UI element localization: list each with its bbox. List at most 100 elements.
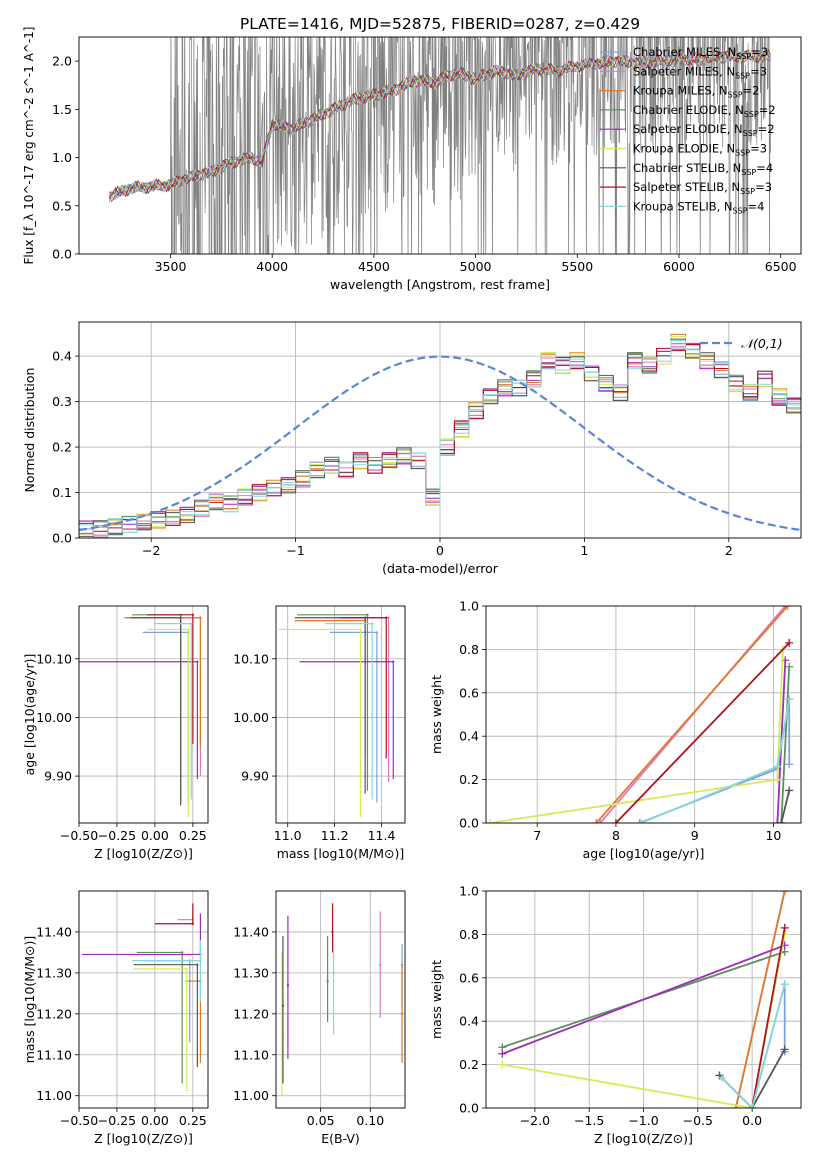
legend-label: Chabrier MILES, NSSP=3: [633, 45, 768, 61]
mass_vs_Z-frame: [78, 890, 209, 1109]
age_vs_Z-plot: −0.50 −0.25 0.00 0.25 9.90 10.00 10.10 Z [log10…: [22, 605, 209, 861]
y-tick-label: 0.4: [459, 1014, 479, 1029]
legend-label: Chabrier STELIB, NSSP=4: [633, 161, 773, 177]
y-axis-label: mass weight: [429, 675, 444, 754]
spectrum-frame: [78, 36, 802, 255]
weight-marker: [785, 662, 794, 671]
x-tick-label: 0: [436, 543, 444, 558]
weight-line: [734, 891, 786, 1108]
legend-label: 𝒩(0,1): [741, 336, 783, 351]
y-tick-label: 9.90: [241, 769, 269, 784]
y-tick-label: 11.20: [233, 1006, 269, 1021]
data-point: [191, 922, 195, 925]
x-axis-label: Z [log10(Z/Z⊙)]: [94, 1131, 193, 1146]
x-tick-label: −0.50: [60, 1113, 98, 1128]
age_vs_Z-marks: [79, 613, 202, 818]
data-point: [179, 616, 182, 619]
weight-line: [751, 927, 786, 1108]
y-tick-label: 0.8: [459, 642, 479, 657]
y-tick-label: 0.6: [459, 685, 479, 700]
y-tick-label: 2.0: [52, 54, 72, 69]
y-tick-label: 11.10: [233, 1047, 269, 1062]
legend-label: Kroupa STELIB, NSSP=4: [633, 199, 764, 215]
x-tick-label: 11.4: [368, 828, 396, 843]
weight-marker: [498, 1049, 507, 1058]
weight-line: [615, 642, 790, 823]
x-axis-label: Z [log10(Z/Z⊙)]: [594, 1131, 693, 1146]
data-point: [181, 951, 184, 954]
y-tick-label: 11.10: [36, 1047, 72, 1062]
residuals-frame: [78, 321, 802, 539]
y-tick-label: 0.5: [52, 198, 72, 213]
x-tick-label: 8: [612, 828, 620, 843]
weight-marker: [717, 1073, 726, 1082]
residuals-plot: −2 −1 0 1 2 0.0 0.1 0.2 0.3 0.4 (data-model)/error…: [22, 321, 802, 576]
legend-label: Kroupa MILES, NSSP=2: [633, 84, 759, 100]
age_vs_mass-marks: [278, 613, 395, 818]
y-tick-label: 0.6: [459, 970, 479, 985]
residual-histogram: [79, 340, 801, 537]
weight-line: [639, 699, 791, 823]
x-axis-label: E(B-V): [321, 1131, 360, 1146]
weight-marker: [777, 819, 786, 823]
x-tick-label: −2.0: [520, 1113, 550, 1128]
x-tick-label: 1: [580, 543, 588, 558]
y-tick-label: 1.0: [459, 884, 479, 899]
mass_vs_Z-plot: −0.50 −0.25 0.00 0.25 11.00 11.10 11.20 11.30 11…: [22, 890, 209, 1146]
page-title: PLATE=1416, MJD=52875, FIBERID=0287, z=0…: [240, 15, 640, 33]
x-tick-label: 7: [533, 828, 541, 843]
weight-marker: [596, 819, 605, 823]
age_vs_mass-frame: [275, 605, 406, 824]
x-tick-label: 0.00: [141, 828, 169, 843]
y-tick-label: 11.00: [233, 1088, 269, 1103]
data-point: [196, 963, 199, 966]
weight-marker: [773, 775, 782, 784]
x-axis-label: age [log10(age/yr)]: [583, 846, 705, 861]
y-tick-label: 1.0: [459, 599, 479, 614]
age_vs_Z-frame: [78, 605, 209, 824]
weight_vs_age-plot: 7 8 9 10 0.0 0.2 0.4 0.6 0.8 1.0 age [log10(age/yr…: [429, 599, 802, 861]
y-tick-label: 11.20: [36, 1006, 72, 1021]
weight-marker: [780, 891, 789, 895]
data-point: [375, 631, 379, 634]
weight-line: [721, 984, 786, 1108]
residual-histogram: [79, 344, 801, 538]
weight-marker: [592, 819, 601, 823]
residual-histogram: [79, 338, 801, 537]
weight_vs_age-marks: [486, 606, 794, 823]
weight-line: [640, 699, 791, 823]
y-tick-label: 10.00: [233, 710, 269, 725]
spectrum-model-line: [109, 50, 771, 199]
weight-marker: [486, 819, 494, 823]
weight_vs_Z-marks: [498, 891, 789, 1108]
mass_vs_ebv-frame: [275, 890, 406, 1109]
data-point: [366, 613, 369, 616]
legend-label: Kroupa ELODIE, NSSP=3: [633, 142, 767, 158]
data-point: [370, 622, 374, 625]
x-tick-label: −2: [142, 543, 160, 558]
mass_vs_Z-marks: [82, 903, 202, 1092]
data-point: [332, 971, 335, 975]
data-point: [286, 983, 290, 987]
data-point: [187, 628, 190, 631]
y-tick-label: 0.2: [459, 1057, 479, 1072]
x-tick-label: −0.25: [98, 828, 136, 843]
x-tick-label: 6000: [663, 259, 695, 274]
x-tick-label: 0.10: [356, 1113, 384, 1128]
x-tick-label: −0.25: [98, 1113, 136, 1128]
spectrum-plot: 3500 4000 4500 5000 5500 6000 6500 0.0 0.5 1.0 1.5…: [22, 27, 802, 292]
legend-label: Salpeter ELODIE, NSSP=2: [633, 122, 775, 138]
legend: Chabrier MILES, NSSP=3 Salpeter MILES, NS…: [600, 45, 776, 215]
y-tick-label: 11.30: [233, 965, 269, 980]
x-tick-label: 0.0: [742, 1113, 762, 1128]
x-axis-label: mass [log10(M/M⊙)]: [277, 846, 405, 861]
y-axis-label: mass weight: [429, 960, 444, 1039]
y-axis-label: age [log10(age/yr)]: [22, 654, 37, 776]
y-tick-label: 0.1: [52, 485, 72, 500]
weight-marker: [498, 1060, 507, 1069]
x-tick-label: 2: [725, 543, 733, 558]
x-axis-label: wavelength [Angstrom, rest frame]: [330, 277, 550, 292]
weight_vs_age-frame: [485, 605, 802, 824]
x-tick-label: 0.05: [307, 1113, 335, 1128]
